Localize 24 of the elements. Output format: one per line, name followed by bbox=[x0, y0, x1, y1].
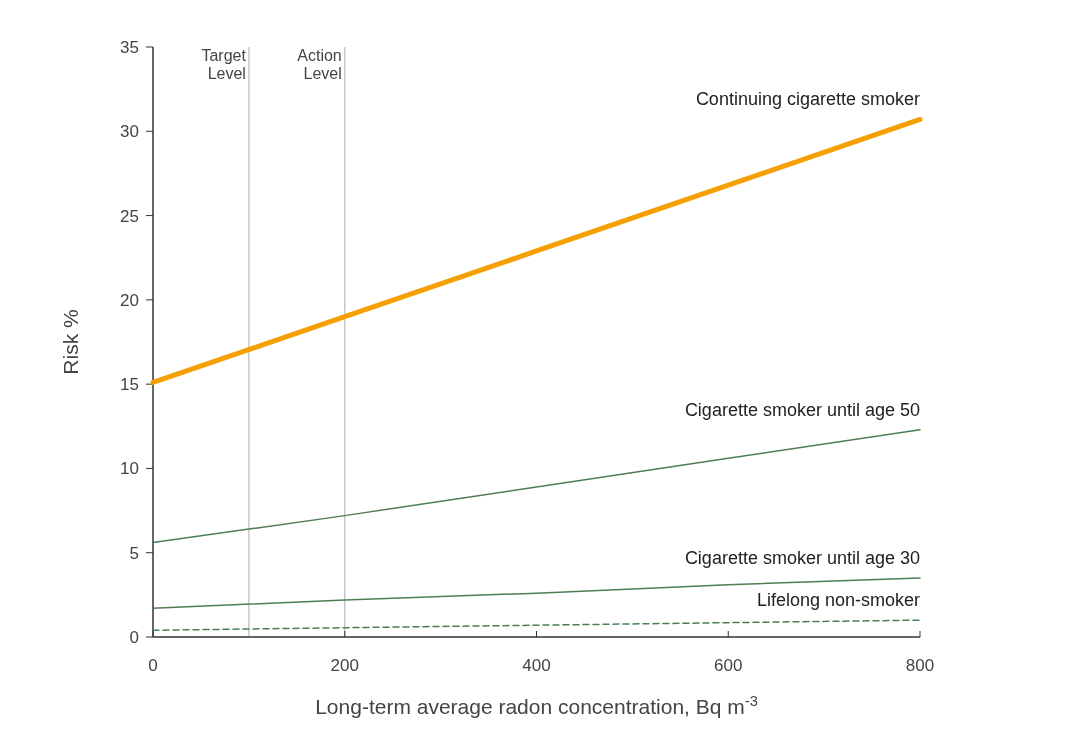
y-tick-label: 25 bbox=[120, 206, 139, 226]
line-series bbox=[152, 428, 921, 544]
line-series bbox=[152, 577, 921, 610]
x-axis-title: Long-term average radon concentration, Bq m$^{-3}$ bbox=[315, 693, 758, 718]
series-label: Cigarette smoker until age 30 bbox=[684, 548, 920, 568]
y-tick-label: 10 bbox=[120, 459, 139, 479]
ref-line-label: Target Level bbox=[201, 47, 247, 82]
x-tick-label: 0 bbox=[148, 656, 158, 675]
x-tick-label: 400 bbox=[522, 656, 551, 675]
y-tick-label: 15 bbox=[120, 375, 139, 395]
y-axis-title: Risk % bbox=[59, 309, 82, 375]
y-tick-label: 35 bbox=[120, 37, 139, 57]
y-tick-label: 20 bbox=[120, 290, 139, 310]
series-label: Cigarette smoker until age 50 bbox=[684, 399, 920, 420]
ref-line-label: Action Level bbox=[297, 47, 342, 82]
y-tick-label: 5 bbox=[129, 543, 139, 563]
y-tick-label: 0 bbox=[129, 627, 139, 647]
line-series bbox=[152, 619, 921, 632]
x-tick-label: 800 bbox=[905, 656, 935, 675]
x-tick-label: 200 bbox=[330, 656, 359, 675]
y-tick-label: 30 bbox=[120, 122, 139, 142]
x-tick-label: 600 bbox=[714, 656, 743, 675]
series-label: Lifelong non-smoker bbox=[756, 590, 920, 611]
series-label: Continuing cigarette smoker bbox=[695, 89, 920, 110]
